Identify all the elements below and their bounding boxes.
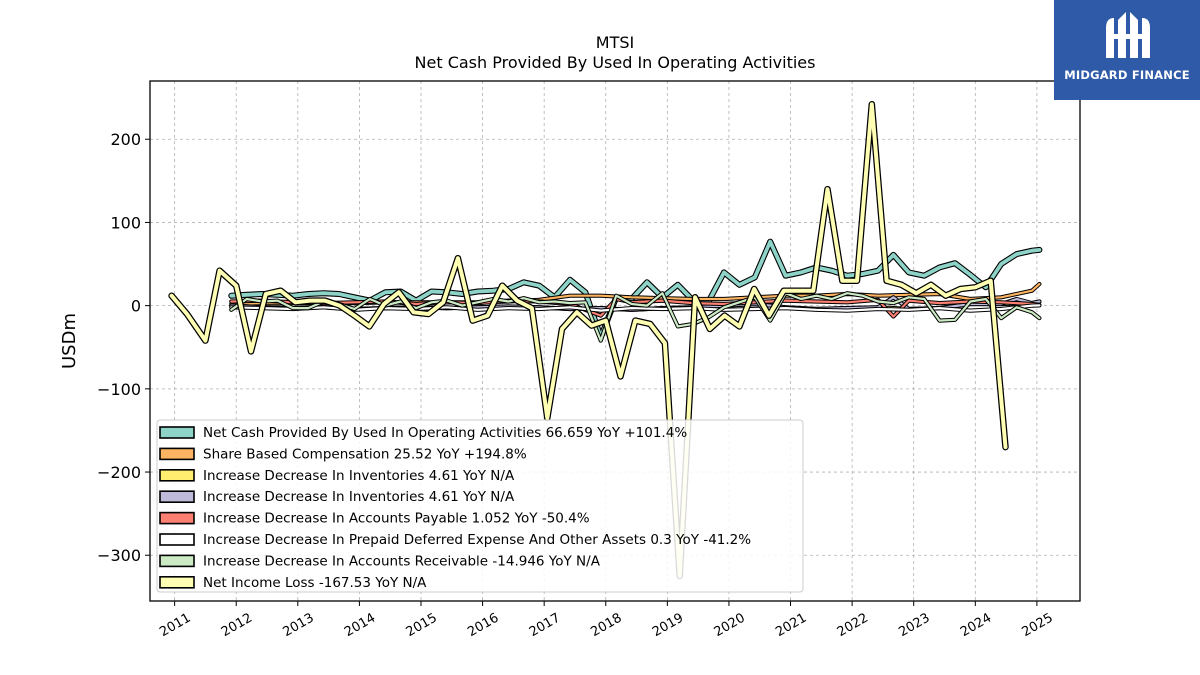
legend-label: Increase Decrease In Accounts Payable 1.…	[203, 511, 590, 527]
legend-swatch	[159, 511, 195, 525]
x-tick-label: 2011	[157, 611, 193, 641]
y-tick-label: −100	[97, 380, 141, 399]
y-tick-label: 200	[110, 130, 141, 149]
legend-label: Net Cash Provided By Used In Operating A…	[203, 425, 687, 441]
legend-swatch	[159, 447, 195, 461]
legend-label: Share Based Compensation 25.52 YoY +194.…	[203, 446, 527, 462]
legend-label: Net Income Loss -167.53 YoY N/A	[203, 575, 427, 591]
legend-swatch	[159, 554, 195, 568]
y-tick-label: −300	[97, 546, 141, 565]
legend-label: Increase Decrease In Accounts Receivable…	[203, 553, 601, 569]
legend-box	[156, 419, 804, 593]
x-tick-label: 2020	[712, 611, 748, 641]
x-tick-label: 2019	[650, 611, 686, 641]
x-tick-label: 2014	[342, 611, 378, 641]
x-tick-label: 2023	[896, 611, 932, 641]
legend-label: Increase Decrease In Inventories 4.61 Yo…	[203, 468, 515, 484]
chart-subtitle: Net Cash Provided By Used In Operating A…	[415, 53, 816, 72]
x-tick-label: 2018	[588, 611, 624, 641]
x-tick-label: 2021	[773, 611, 809, 641]
legend-swatch	[159, 533, 195, 546]
series-line	[230, 292, 1041, 342]
x-tick-label: 2024	[958, 611, 994, 641]
y-axis-label: USDm	[59, 313, 80, 369]
x-tick-label: 2025	[1020, 611, 1056, 641]
x-tick-label: 2017	[527, 611, 563, 641]
y-tick-label: −200	[97, 463, 141, 482]
x-tick-label: 2012	[219, 611, 255, 641]
series-line	[230, 304, 1041, 312]
x-tick-label: 2022	[835, 611, 871, 641]
series-line	[169, 102, 1008, 578]
legend-swatch	[159, 575, 195, 589]
legend-label: Increase Decrease In Inventories 4.61 Yo…	[203, 489, 515, 505]
x-tick-label: 2013	[280, 611, 316, 641]
y-tick-label: 0	[131, 297, 141, 316]
x-tick-label: 2015	[404, 611, 440, 641]
plot-frame	[149, 80, 1081, 602]
legend-swatch	[159, 426, 195, 439]
midgard-logo-icon	[1106, 12, 1150, 58]
legend-swatch	[159, 468, 195, 482]
chart-title: MTSI	[596, 33, 634, 52]
logo-text: MIDGARD FINANCE	[1064, 68, 1190, 82]
series-group	[168, 101, 1043, 580]
legend: Net Cash Provided By Used In Operating A…	[156, 419, 804, 593]
legend-label: Increase Decrease In Prepaid Deferred Ex…	[203, 532, 751, 548]
x-tick-label: 2016	[465, 611, 501, 641]
legend-swatch	[159, 490, 195, 504]
x-axis: 2011 2012 2013 2014 2015 2016 2017 2018 2019 2020…	[157, 601, 1056, 641]
y-axis: −300 −200 −100 0 100 200	[97, 130, 150, 565]
logo: MIDGARD FINANCE	[1054, 0, 1200, 100]
y-tick-label: 100	[110, 213, 141, 232]
